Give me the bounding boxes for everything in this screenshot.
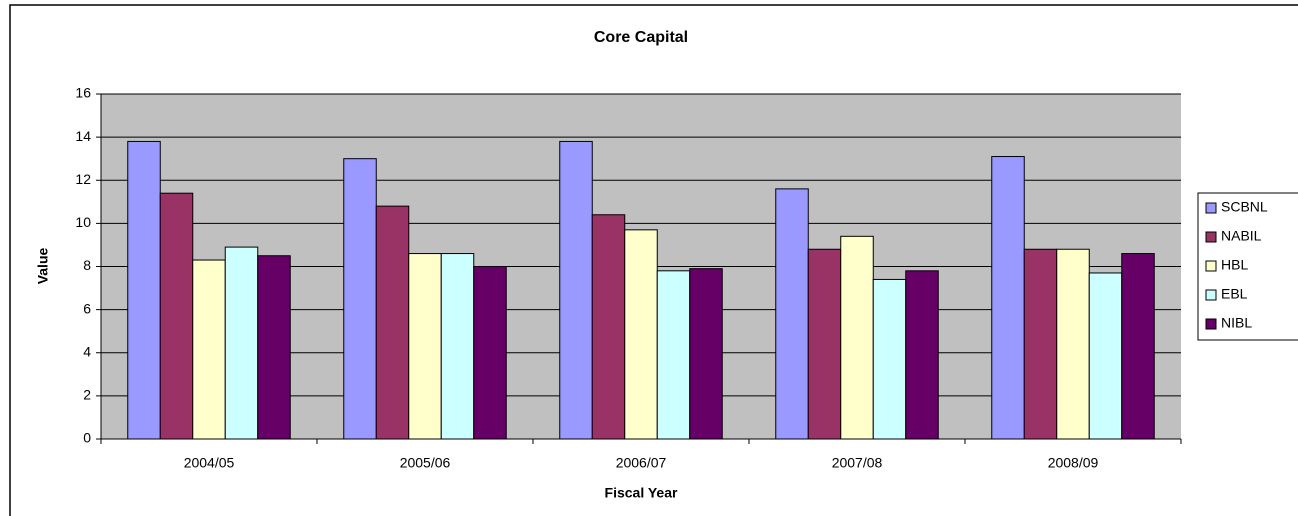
legend-label: NABIL xyxy=(1221,228,1262,244)
bar xyxy=(591,214,626,440)
bar xyxy=(840,235,874,440)
x-axis-label: Fiscal Year xyxy=(605,485,678,501)
x-tick-label: 2005/06 xyxy=(400,455,451,471)
bar xyxy=(905,270,939,440)
y-tick-label: 16 xyxy=(75,85,91,101)
bar xyxy=(807,248,842,440)
bar xyxy=(656,270,691,440)
bar xyxy=(624,229,658,440)
bar xyxy=(440,253,475,440)
y-tick-label: 14 xyxy=(75,128,91,144)
x-tick-label: 2008/09 xyxy=(1048,455,1099,471)
bar xyxy=(224,246,259,440)
x-tick-label: 2004/05 xyxy=(184,455,235,471)
bar xyxy=(689,268,723,440)
legend-swatch xyxy=(1205,260,1217,272)
legend-label: SCBNL xyxy=(1221,199,1268,215)
bar xyxy=(991,156,1025,440)
bar xyxy=(257,255,291,440)
bar xyxy=(127,140,161,440)
bar xyxy=(1121,253,1155,440)
bar xyxy=(559,140,593,440)
x-tick-label: 2006/07 xyxy=(616,455,667,471)
legend-swatch xyxy=(1205,318,1217,330)
x-tick-label: 2007/08 xyxy=(832,455,883,471)
bar xyxy=(192,259,226,440)
legend-label: NIBL xyxy=(1221,315,1252,331)
y-tick-label: 2 xyxy=(83,387,91,403)
bar xyxy=(1088,272,1123,440)
y-tick-label: 8 xyxy=(83,257,91,273)
y-tick-label: 12 xyxy=(75,171,91,187)
y-tick-label: 4 xyxy=(83,343,91,359)
bar xyxy=(408,253,442,440)
y-axis-label: Value xyxy=(35,248,51,285)
legend-swatch xyxy=(1205,231,1217,243)
bar xyxy=(473,266,507,440)
chart-title: Core Capital xyxy=(594,29,688,46)
legend-label: HBL xyxy=(1221,257,1248,273)
bar xyxy=(343,158,377,440)
legend-swatch xyxy=(1205,289,1217,301)
bar xyxy=(1056,248,1090,440)
bar xyxy=(872,278,907,440)
y-tick-label: 0 xyxy=(83,430,91,446)
bar xyxy=(159,192,194,440)
legend-swatch xyxy=(1205,202,1217,214)
y-tick-label: 6 xyxy=(83,300,91,316)
y-tick-label: 10 xyxy=(75,214,91,230)
bar xyxy=(375,205,410,440)
bar xyxy=(1023,248,1058,440)
legend-label: EBL xyxy=(1221,286,1248,302)
bar xyxy=(775,188,809,440)
